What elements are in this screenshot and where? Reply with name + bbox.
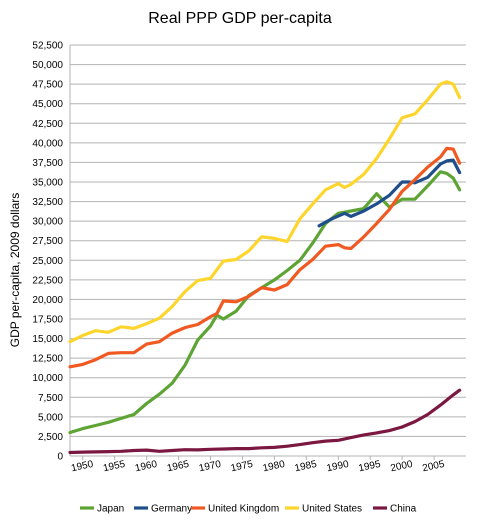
x-tick-label: 1960 (134, 459, 158, 474)
y-tick-label: 52,500 (32, 41, 63, 52)
x-tick-label: 1955 (102, 459, 126, 474)
x-tick-labels: 1950 1955 1960 1965 1970 1975 1980 1985 1990 1995… (70, 459, 446, 474)
y-tick-label: 32,500 (32, 197, 63, 208)
y-tick-label: 30,000 (32, 217, 63, 228)
legend: Japan Germany United Kingdom United States C… (80, 504, 417, 515)
chart-title: Real PPP GDP per-capita (148, 10, 332, 27)
y-tick-label: 2,500 (38, 432, 63, 443)
y-tick-label: 20,000 (32, 295, 63, 306)
x-tick-label: 1990 (326, 459, 350, 474)
legend-label-china: China (390, 504, 417, 515)
legend-label-united-states: United States (302, 504, 362, 515)
y-tick-label: 45,000 (32, 99, 63, 110)
x-tick-label: 1995 (358, 459, 382, 474)
y-tick-label: 7,500 (38, 393, 63, 404)
x-tick-label: 2005 (422, 459, 446, 474)
y-tick-label: 0 (57, 452, 63, 463)
x-tick-label: 1980 (262, 459, 286, 474)
y-tick-label: 42,500 (32, 119, 63, 130)
y-tick-label: 25,000 (32, 256, 63, 267)
legend-label-germany: Germany (151, 504, 192, 515)
series-lines (68, 80, 462, 455)
y-tick-label: 15,000 (32, 334, 63, 345)
x-tick-label: 1965 (166, 459, 190, 474)
series-line-germany (317, 158, 462, 228)
y-tick-label: 17,500 (32, 315, 63, 326)
y-tick-label: 37,500 (32, 158, 63, 169)
y-tick-label: 5,000 (38, 412, 63, 423)
gridlines (69, 44, 466, 460)
series-line-japan (68, 170, 462, 435)
y-tick-labels: 0 2,500 5,000 7,500 10,000 12,500 15,000 17,500… (32, 41, 63, 463)
series-line-china (68, 388, 462, 455)
x-tick-label: 2000 (390, 459, 414, 474)
y-tick-label: 12,500 (32, 354, 63, 365)
x-tick-label: 1975 (230, 459, 254, 474)
y-tick-label: 22,500 (32, 275, 63, 286)
series-line-united-states (68, 80, 462, 344)
y-tick-label: 47,500 (32, 80, 63, 91)
legend-label-united-kingdom: United Kingdom (208, 504, 279, 515)
y-tick-label: 40,000 (32, 138, 63, 149)
y-tick-label: 35,000 (32, 178, 63, 189)
x-tick-label: 1970 (198, 459, 222, 474)
x-tick-label: 1985 (294, 459, 318, 474)
y-tick-label: 27,500 (32, 236, 63, 247)
y-axis-label: GDP per-capita, 2009 dollars (8, 193, 22, 348)
y-tick-label: 10,000 (32, 373, 63, 384)
x-tick-label: 1950 (70, 459, 94, 474)
series-line-united-kingdom (68, 146, 462, 369)
y-tick-label: 50,000 (32, 60, 63, 71)
legend-label-japan: Japan (97, 504, 124, 515)
